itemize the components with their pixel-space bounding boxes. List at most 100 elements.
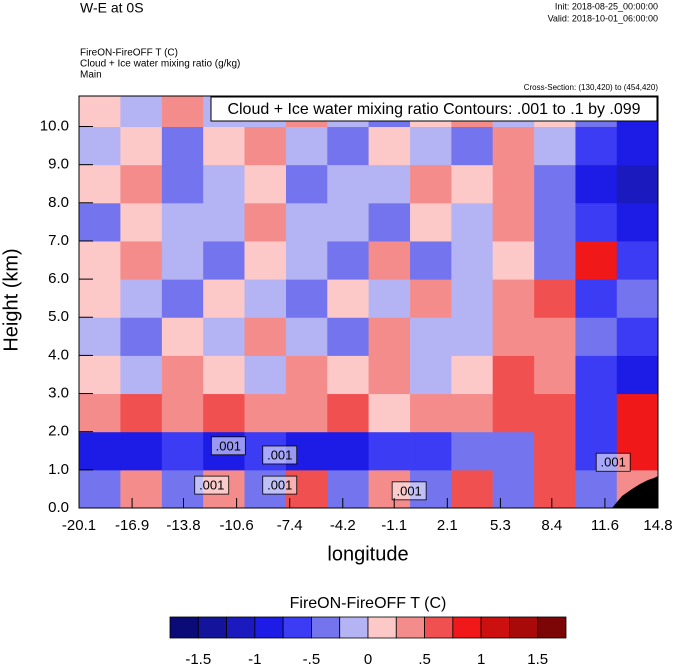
heatmap-cell [534,393,576,433]
heatmap-cell [244,355,287,395]
terrain [612,476,658,508]
heatmap-cell [368,393,411,433]
heatmap-cell [368,431,411,471]
heatmap-cell [161,126,204,166]
colorbar-box [395,616,425,639]
heatmap-cell [451,126,494,166]
colorbar-tick-label: .5 [418,651,431,667]
cross-section: Cross-Section: (130,420) to (454,420) [524,83,659,92]
y-tick-label: 7.0 [48,232,69,249]
heatmap-cell [161,431,204,471]
y-tick-label: 2.0 [48,423,69,440]
heatmap-cell [161,279,204,318]
heatmap-cell [575,317,618,356]
heatmap-cell [451,317,494,356]
heatmap-cell [492,240,535,280]
heatmap-cell [616,279,658,318]
heatmap-cell [244,240,287,280]
heatmap-cell [244,164,287,204]
heatmap-cell [285,393,328,433]
colorbar-box [311,616,341,639]
heatmap-cell [161,355,204,395]
x-tick-label: -20.1 [62,517,96,534]
contour-label-box [595,452,631,472]
heatmap-cell [368,202,411,242]
heatmap-cell [120,164,163,204]
heatmap-cell [203,317,245,356]
heatmap-cell [616,355,658,395]
colorbar-tick-label: 0 [364,651,372,667]
heatmap-cell [410,279,452,318]
heatmap-cell [327,469,370,508]
heatmap-cell [492,126,535,166]
contour-label-box [194,475,230,495]
x-tick-label: 8.4 [541,517,562,534]
heatmap-cell [410,355,452,395]
heatmap-cell [575,279,618,318]
heatmap-cell [451,279,494,318]
heatmap-cell [79,431,121,471]
colorbar-tick-label: -1 [248,651,261,667]
colorbar-tick-label: 1 [477,651,485,667]
heatmap-cell [534,279,576,318]
heatmap-cell [79,202,121,242]
colorbar-box [197,616,227,639]
heatmap-cell [203,279,245,318]
colorbar-tick-label: 1.5 [527,651,548,667]
heatmap-cell [451,431,494,471]
plot-frame [78,95,659,509]
heatmap-cell [368,355,411,395]
heatmap-cell [285,126,328,166]
heatmap-cell [410,393,452,433]
y-axis-title: Height (km) [0,248,22,351]
heatmap-cell [244,279,287,318]
heatmap-cell [410,431,452,471]
heatmap-cell [575,393,618,433]
colorbar-box [339,616,369,639]
heatmap-cell [161,317,204,356]
colorbar-box [367,616,397,639]
heatmap-cell [161,96,204,128]
heatmap-cell [79,164,121,204]
y-tick-label: 3.0 [48,385,69,402]
heatmap-cell [410,317,452,356]
contour-info-box [210,96,658,122]
heatmap-cell [244,317,287,356]
heatmap-cell [120,279,163,318]
heatmap-cell [492,431,535,471]
colorbar-box [452,616,482,639]
heatmap-cell [368,164,411,204]
y-tick-label: 10.0 [40,117,69,134]
heatmap-cell [285,279,328,318]
heatmap-cell [327,279,370,318]
contour-label-box [210,436,246,456]
heatmap-cell [534,164,576,204]
contour-labels: .001 .001 .001 .001 .001 .001 [194,436,631,501]
heatmap-cell [575,164,618,204]
y-tick-label: 9.0 [48,156,69,173]
contour-label-box [262,475,298,495]
colorbar-tick-label: -1.5 [185,651,211,667]
heatmap-cell [120,240,163,280]
heatmap-cell [161,164,204,204]
heatmap-cell [327,164,370,204]
heatmap-cell [451,202,494,242]
init-time: Init: 2018-08-25_00:00:00 [555,1,658,11]
heatmap-cell [534,317,576,356]
heatmap-cell [492,469,535,508]
heatmap-cell [79,279,121,318]
colorbar-box [537,616,567,639]
heatmap-cell [244,393,287,433]
heatmap-cell [161,240,204,280]
heatmap-cell [616,164,658,204]
heatmap-cell [616,317,658,356]
heatmap-cell [534,202,576,242]
x-tick-label: -13.8 [166,517,200,534]
heatmap-cell [410,240,452,280]
heatmap-cell [120,393,163,433]
heatmap-cell [120,469,163,508]
heatmap-cell [534,126,576,166]
heatmap-cell [616,126,658,166]
colorbar-box [509,616,539,639]
x-tick-label: 5.3 [490,517,511,534]
